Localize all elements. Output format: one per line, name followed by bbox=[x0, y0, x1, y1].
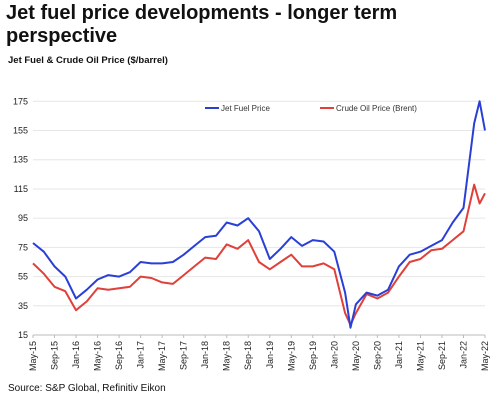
x-tick-label: Sep-17 bbox=[179, 341, 189, 370]
y-tick-label: 75 bbox=[18, 242, 28, 252]
x-tick-label: May-21 bbox=[415, 341, 425, 371]
y-tick-label: 35 bbox=[18, 301, 28, 311]
y-axis: 15 35 55 75 95 115 135 155 175 bbox=[13, 96, 28, 340]
y-tick-label: 115 bbox=[14, 184, 28, 194]
series-line-jet-fuel-price bbox=[32, 100, 486, 329]
x-tick-label: May-22 bbox=[480, 341, 490, 371]
x-tick-label: Sep-20 bbox=[372, 341, 382, 370]
source-note: Source: S&P Global, Refinitiv Eikon bbox=[8, 383, 166, 394]
x-tick-label: Jan-19 bbox=[265, 341, 275, 369]
x-tick-label: Jan-21 bbox=[394, 341, 404, 369]
y-tick-label: 15 bbox=[18, 330, 28, 340]
chart-grid bbox=[33, 100, 485, 336]
chart-series bbox=[32, 100, 486, 329]
x-tick-label: May-15 bbox=[28, 341, 38, 371]
y-tick-label: 155 bbox=[13, 126, 28, 136]
x-tick-label: Jan-17 bbox=[136, 341, 146, 369]
x-tick-label: May-17 bbox=[157, 341, 167, 371]
x-tick-label: Sep-18 bbox=[243, 341, 253, 370]
legend-label: Crude Oil Price (Brent) bbox=[336, 104, 417, 113]
x-tick-label: Sep-19 bbox=[308, 341, 318, 370]
x-tick-label: May-20 bbox=[351, 341, 361, 371]
x-tick-label: Sep-21 bbox=[437, 341, 447, 370]
y-tick-label: 95 bbox=[18, 213, 28, 223]
chart-legend: Jet Fuel Price Crude Oil Price (Brent) bbox=[205, 104, 417, 113]
x-tick-label: Jan-18 bbox=[200, 341, 210, 369]
x-tick-label: Jan-16 bbox=[71, 341, 81, 369]
x-tick-label: Jan-20 bbox=[329, 341, 339, 369]
y-tick-label: 175 bbox=[13, 96, 28, 106]
x-tick-label: May-16 bbox=[93, 341, 103, 371]
y-tick-label: 55 bbox=[18, 272, 28, 282]
x-tick-label: May-18 bbox=[222, 341, 232, 371]
page-title: Jet fuel price developments - longer ter… bbox=[6, 2, 398, 47]
legend-label: Jet Fuel Price bbox=[221, 104, 270, 113]
series-line-crude-oil-price-brent bbox=[32, 183, 486, 326]
y-tick-label: 135 bbox=[13, 155, 28, 165]
x-tick-label: May-19 bbox=[286, 341, 296, 371]
x-axis: May-15 Sep-15 Jan-16 May-16 Sep-16 Jan-17 May-… bbox=[28, 334, 490, 371]
x-tick-label: Jan-22 bbox=[458, 341, 468, 369]
x-tick-label: Sep-15 bbox=[50, 341, 60, 370]
chart-subtitle: Jet Fuel & Crude Oil Price ($/barrel) bbox=[8, 55, 168, 66]
x-tick-label: Sep-16 bbox=[114, 341, 124, 370]
